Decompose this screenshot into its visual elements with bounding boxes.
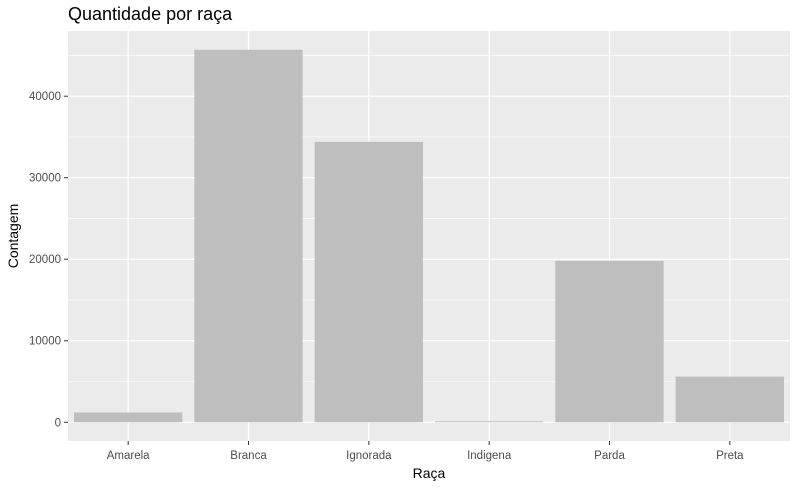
- y-tick-label: 10000: [29, 336, 61, 348]
- bar-parda: [555, 260, 664, 423]
- bars: [74, 49, 784, 423]
- bar-indigena: [435, 421, 544, 423]
- bar-preta: [675, 376, 784, 423]
- major-gridlines: [68, 31, 790, 441]
- minor-gridlines: [68, 55, 790, 382]
- x-tick-label: Branca: [230, 450, 267, 462]
- x-axis-ticks: Amarela Branca Ignorada Indigena Parda Preta: [107, 441, 744, 462]
- y-axis-title: Contagem: [5, 204, 21, 269]
- bar-ignorada: [314, 141, 423, 423]
- bar-branca: [194, 49, 303, 423]
- y-tick-label: 30000: [29, 173, 61, 185]
- x-tick-label: Parda: [594, 450, 625, 462]
- x-tick-label: Ignorada: [346, 450, 392, 462]
- x-tick-label: Indigena: [467, 450, 512, 462]
- x-axis-title: Raça: [413, 465, 446, 481]
- y-tick-label: 20000: [29, 254, 61, 266]
- plot-panel: [68, 31, 790, 441]
- x-tick-label: Preta: [716, 450, 744, 462]
- x-tick-label: Amarela: [107, 450, 150, 462]
- y-axis-ticks: 0 10000 20000 30000 40000: [29, 91, 68, 429]
- bar-amarela: [74, 412, 183, 423]
- y-tick-label: 40000: [29, 91, 61, 103]
- chart-title: Quantidade por raça: [68, 4, 233, 24]
- y-tick-label: 0: [55, 417, 61, 429]
